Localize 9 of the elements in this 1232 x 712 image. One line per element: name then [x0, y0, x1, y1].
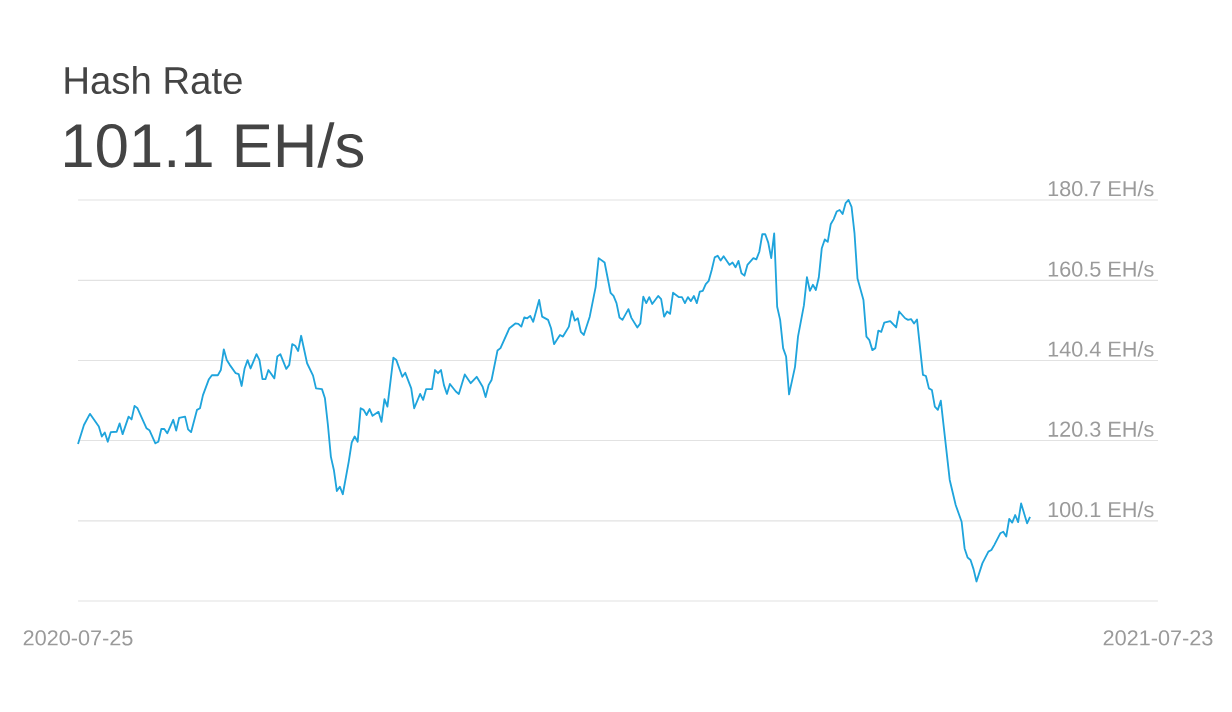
y-tick-label: 160.5 EH/s	[1048, 260, 1154, 277]
chart-subtitle: 101.1 EH/s	[65, 122, 364, 168]
x-tick-label: 2021-07-23	[1103, 630, 1213, 646]
y-tick-label: 120.3 EH/s	[1048, 420, 1154, 437]
x-tick-label: 2020-07-25	[23, 630, 133, 646]
y-tick-label: 180.7 EH/s	[1048, 180, 1154, 197]
y-tick-label: 100.1 EH/s	[1048, 501, 1154, 518]
chart-title: Hash Rate	[65, 65, 242, 95]
y-tick-label: 140.4 EH/s	[1048, 340, 1154, 357]
